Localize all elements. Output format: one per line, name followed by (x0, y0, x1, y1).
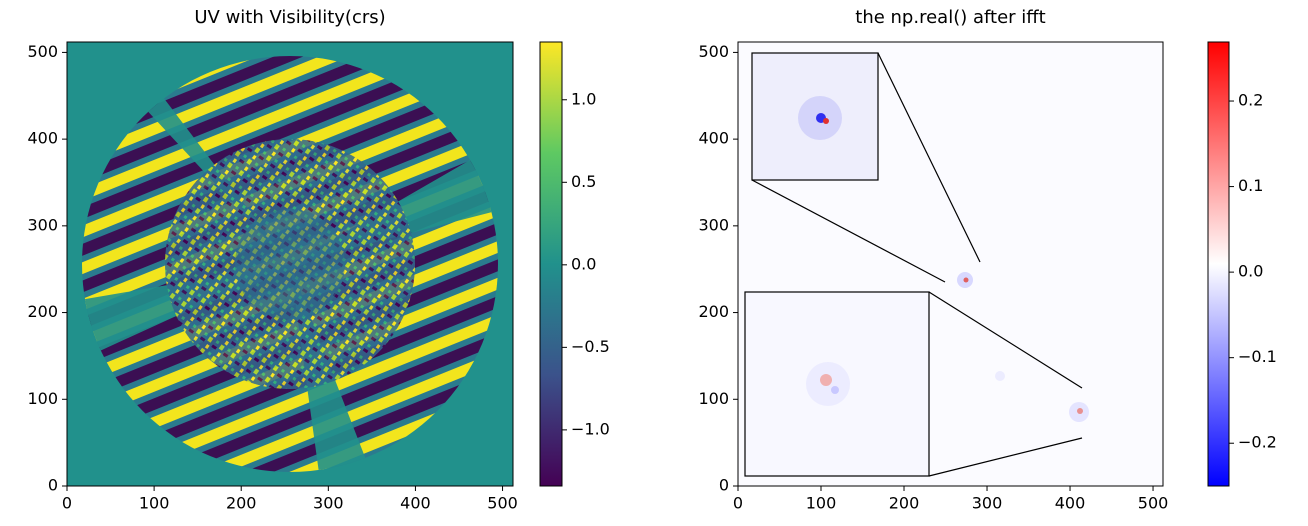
y-tick-label: 100 (698, 389, 729, 408)
colorbar-tick-label: −1.0 (571, 419, 610, 438)
colorbar-tick-label: 1.0 (571, 89, 596, 108)
x-tick-label: 0 (62, 494, 72, 513)
colorbar-tick-label: 0.0 (1238, 262, 1263, 281)
x-tick-label: 0 (733, 494, 743, 513)
x-tick-label: 300 (313, 494, 344, 513)
x-tick-label: 200 (889, 494, 920, 513)
colorbar (1207, 41, 1230, 487)
colorbar (539, 41, 563, 487)
y-tick-label: 0 (719, 476, 729, 495)
x-tick-label: 400 (400, 494, 431, 513)
chart-title: the np.real() after ifft (855, 7, 1045, 28)
y-tick-label: 0 (48, 476, 58, 495)
y-tick-label: 500 (698, 42, 729, 61)
x-tick-label: 400 (1055, 494, 1086, 513)
x-tick-label: 200 (226, 494, 257, 513)
y-tick-label: 200 (698, 302, 729, 321)
x-tick-label: 300 (972, 494, 1003, 513)
x-tick-label: 100 (806, 494, 837, 513)
axes-frame (737, 41, 1164, 487)
colorbar-tick-label: 0.0 (571, 254, 596, 273)
y-tick-label: 100 (27, 389, 58, 408)
axes-frame (66, 41, 514, 487)
y-tick-label: 300 (27, 215, 58, 234)
y-tick-label: 300 (698, 215, 729, 234)
colorbar-tick-label: −0.5 (571, 337, 610, 356)
colorbar-tick-label: 0.1 (1238, 176, 1263, 195)
right-image (738, 42, 1163, 486)
y-tick-label: 200 (27, 302, 58, 321)
x-tick-label: 100 (139, 494, 170, 513)
y-tick-label: 400 (698, 129, 729, 148)
chart-title: UV with Visibility(crs) (194, 7, 385, 28)
x-tick-label: 500 (487, 494, 518, 513)
y-tick-label: 500 (27, 42, 58, 61)
y-tick-label: 400 (27, 129, 58, 148)
colorbar-tick-label: 0.5 (571, 172, 596, 191)
colorbar-tick-label: −0.1 (1238, 347, 1277, 366)
left-image (67, 42, 513, 486)
colorbar-tick-label: −0.2 (1238, 433, 1277, 452)
colorbar-tick-label: 0.2 (1238, 91, 1263, 110)
x-tick-label: 500 (1138, 494, 1169, 513)
